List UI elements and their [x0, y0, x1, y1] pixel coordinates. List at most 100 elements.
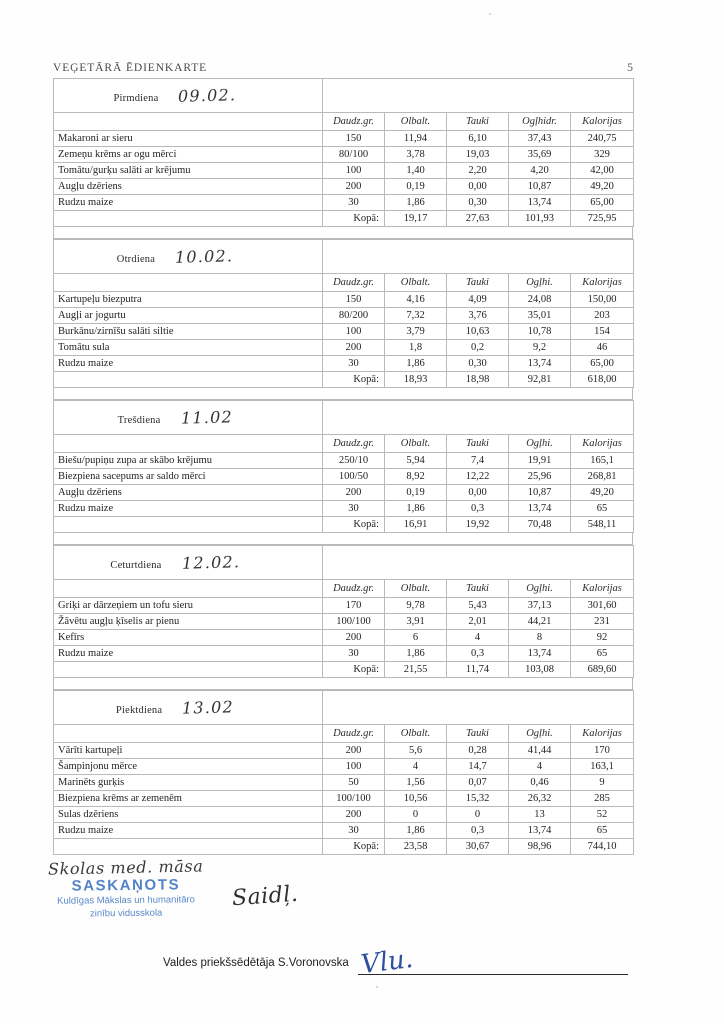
cell-amount: 200 — [322, 629, 385, 646]
day-header-blank-cell — [321, 239, 635, 274]
cell-amount: 30 — [322, 194, 385, 211]
cell-fat: 0,3 — [446, 500, 509, 517]
day-name: Otrdiena — [116, 254, 156, 265]
column-header-dish — [53, 434, 323, 453]
dish-name: Kartupeļu biezputra — [53, 291, 323, 308]
day-header-blank-cell — [321, 545, 635, 580]
cell-kcal: 329 — [569, 146, 635, 163]
dish-name: Griķi ar dārzeņiem un tofu sieru — [53, 597, 323, 614]
column-header: Kalorijas — [569, 434, 635, 453]
totals-protein: 19,17 — [384, 210, 447, 227]
menu-row: Rudzu maize 30 1,86 0,3 13,74 65 — [53, 500, 635, 517]
cell-amount: 80/200 — [322, 307, 385, 324]
approval-signature: Saidļ. — [231, 881, 300, 912]
cell-amount: 30 — [322, 355, 385, 372]
table-spacer-row — [53, 678, 633, 690]
cell-fat: 0,28 — [446, 742, 509, 759]
totals-kcal: 689,60 — [569, 661, 635, 678]
menu-row: Biezpiena sacepums ar saldo mērci 100/50 8… — [53, 468, 635, 485]
document-header: VEĢETĀRĀ ĒDIENKARTE 5 — [53, 60, 633, 75]
cell-amount: 100 — [322, 323, 385, 340]
cell-carbs: 10,87 — [508, 484, 571, 501]
cell-amount: 100 — [322, 758, 385, 775]
day-header-row: Ceturtdiena 12.02. — [53, 545, 635, 580]
day-title-cell: Pirmdiena 09.02. — [53, 78, 323, 113]
totals-fat: 18,98 — [446, 371, 509, 388]
day-name: Pirmdiena — [113, 93, 159, 104]
column-header: Tauki — [446, 434, 509, 453]
cell-amount: 80/100 — [322, 146, 385, 163]
day-menu-table: Pirmdiena 09.02. Daudz.gr. Olbalt. Tauki Ogļh… — [53, 78, 635, 227]
cell-carbs: 35,69 — [508, 146, 571, 163]
cell-kcal: 65,00 — [569, 355, 635, 372]
cell-amount: 170 — [322, 597, 385, 614]
cell-protein: 6 — [384, 629, 447, 646]
column-header: Daudz.gr. — [322, 273, 385, 292]
cell-kcal: 65 — [569, 822, 635, 839]
menu-row: Tomātu/gurķu salāti ar krējumu 100 1,40 2,2… — [53, 162, 635, 179]
cell-kcal: 65,00 — [569, 194, 635, 211]
totals-fat: 30,67 — [446, 838, 509, 855]
day-title-cell: Ceturtdiena 12.02. — [53, 545, 323, 580]
totals-label: Kopā: — [322, 210, 385, 227]
totals-label: Kopā: — [322, 838, 385, 855]
cell-protein: 3,78 — [384, 146, 447, 163]
totals-kcal: 548,11 — [569, 516, 635, 533]
cell-carbs: 35,01 — [508, 307, 571, 324]
column-header: Ogļhi. — [508, 273, 571, 292]
column-header: Ogļhi. — [508, 724, 571, 743]
cell-kcal: 163,1 — [569, 758, 635, 775]
column-header-dish — [53, 579, 323, 598]
day-menu-table: Piektdiena 13.02 Daudz.gr. Olbalt. Tauki Ogļh… — [53, 690, 635, 855]
cell-carbs: 0,46 — [508, 774, 571, 791]
cell-amount: 200 — [322, 339, 385, 356]
column-header-dish — [53, 112, 323, 131]
cell-carbs: 13,74 — [508, 645, 571, 662]
cell-kcal: 52 — [569, 806, 635, 823]
cell-protein: 1,86 — [384, 194, 447, 211]
dish-name: Tomātu sula — [53, 339, 323, 356]
column-header: Tauki — [446, 724, 509, 743]
cell-kcal: 285 — [569, 790, 635, 807]
totals-protein: 23,58 — [384, 838, 447, 855]
dish-name: Augļi ar jogurtu — [53, 307, 323, 324]
cell-carbs: 44,21 — [508, 613, 571, 630]
cell-carbs: 10,78 — [508, 323, 571, 340]
cell-amount: 50 — [322, 774, 385, 791]
cell-amount: 200 — [322, 742, 385, 759]
dish-name: Burkānu/zirnīšu salāti siltie — [53, 323, 323, 340]
totals-carbs: 101,93 — [508, 210, 571, 227]
totals-row: Kopā: 19,17 27,63 101,93 725,95 — [53, 210, 635, 227]
dish-name: Tomātu/gurķu salāti ar krējumu — [53, 162, 323, 179]
cell-protein: 1,86 — [384, 500, 447, 517]
totals-kcal: 725,95 — [569, 210, 635, 227]
totals-protein: 16,91 — [384, 516, 447, 533]
cell-fat: 6,10 — [446, 130, 509, 147]
totals-blank-cell — [53, 371, 323, 388]
day-title-cell: Trešdiena 11.02 — [53, 400, 323, 435]
table-spacer-row — [53, 388, 633, 400]
dish-name: Biezpiena krēms ar zemenēm — [53, 790, 323, 807]
day-date-handwritten: 11.02 — [180, 407, 233, 428]
stamp-line-1: Kuldīgas Mākslas un humanitāro — [57, 894, 195, 907]
cell-protein: 9,78 — [384, 597, 447, 614]
day-title-cell: Otrdiena 10.02. — [53, 239, 323, 274]
day-menu-table: Trešdiena 11.02 Daudz.gr. Olbalt. Tauki Ogļhi… — [53, 400, 635, 533]
cell-protein: 1,86 — [384, 355, 447, 372]
page-title: VEĢETĀRĀ ĒDIENKARTE — [53, 62, 208, 74]
menu-row: Tomātu sula 200 1,8 0,2 9,2 46 — [53, 339, 635, 356]
cell-carbs: 8 — [508, 629, 571, 646]
menu-row: Zemeņu krēms ar ogu mērci 80/100 3,78 19,03… — [53, 146, 635, 163]
cell-fat: 0,3 — [446, 822, 509, 839]
cell-carbs: 25,96 — [508, 468, 571, 485]
cell-protein: 8,92 — [384, 468, 447, 485]
menu-row: Žāvētu augļu ķīselis ar pienu 100/100 3,91… — [53, 613, 635, 630]
cell-fat: 0 — [446, 806, 509, 823]
cell-protein: 1,86 — [384, 645, 447, 662]
column-header-row: Daudz.gr. Olbalt. Tauki Ogļhi. Kalorijas — [53, 273, 635, 292]
cell-carbs: 13 — [508, 806, 571, 823]
menu-row: Vārīti kartupeļi 200 5,6 0,28 41,44 170 — [53, 742, 635, 759]
cell-fat: 12,22 — [446, 468, 509, 485]
cell-kcal: 46 — [569, 339, 635, 356]
day-date-handwritten: 10.02. — [174, 246, 234, 267]
